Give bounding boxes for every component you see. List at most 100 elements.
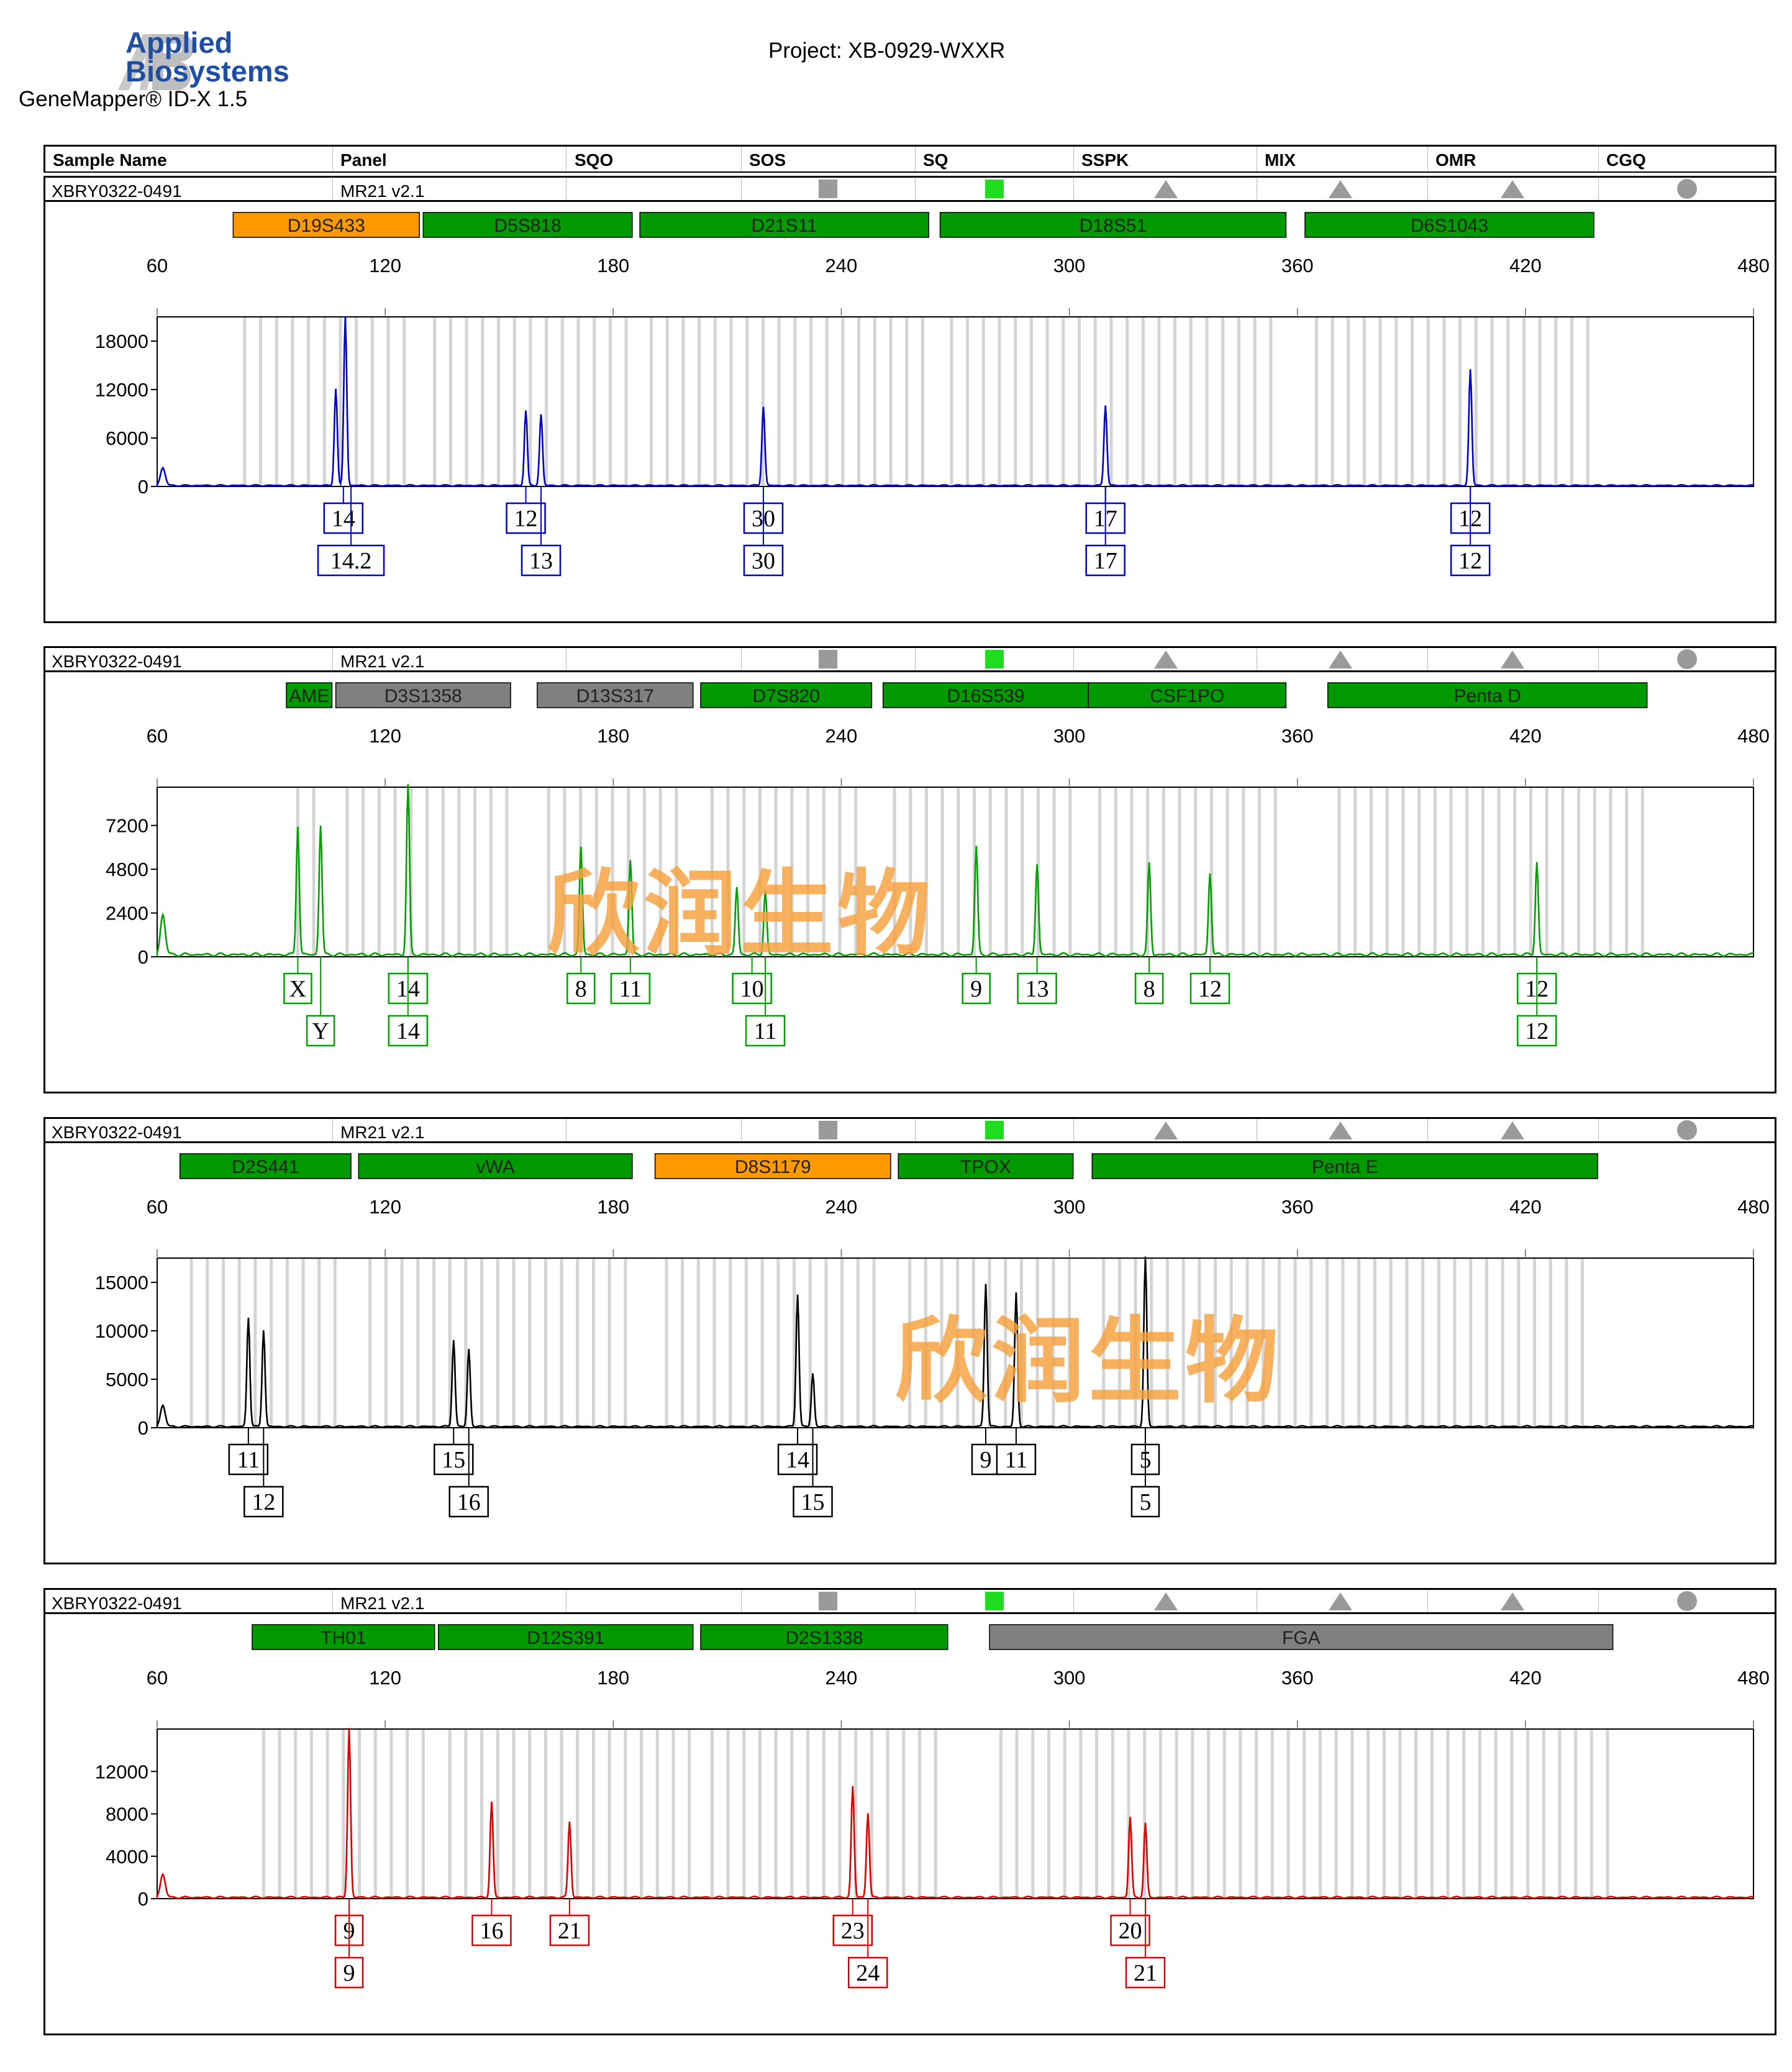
watermark-text: 欣润生物: [894, 1308, 1283, 1416]
flag-green-square-icon: [985, 180, 1004, 198]
quality-flags: [819, 649, 1697, 669]
quality-flags: [819, 1591, 1697, 1611]
allele-label: 11: [619, 976, 642, 1002]
y-tick-label: 10000: [95, 1320, 148, 1342]
signal-trace: [156, 784, 1754, 957]
col-sspk: SSPK: [1081, 150, 1129, 170]
allele-label: 12: [252, 1489, 275, 1515]
allele-box: [962, 972, 991, 1005]
x-tick-label: 240: [826, 255, 858, 276]
allele-box: [1189, 972, 1230, 1005]
allele-bin-lines: [296, 787, 1644, 957]
quality-flags: [819, 1120, 1697, 1140]
allele-box: [1134, 972, 1164, 1005]
x-tick-label: 300: [1053, 1196, 1086, 1218]
watermark-text: 欣润生物: [547, 860, 935, 969]
y-tick-label: 0: [138, 1888, 148, 1910]
locus-bar: [700, 1624, 948, 1650]
flag-gray-square-icon: [819, 650, 837, 669]
x-tick-label: 180: [597, 1667, 629, 1689]
allele-box: [283, 972, 312, 1005]
x-tick-label: 180: [597, 1196, 629, 1218]
allele-label: 14.2: [330, 548, 372, 574]
allele-box: [610, 972, 651, 1005]
locus-bar: [286, 682, 333, 708]
flag-gray-triangle-icon: [1154, 650, 1178, 669]
locus-bar: [252, 1624, 435, 1650]
allele-bin-lines: [243, 317, 1590, 486]
allele-label: 15: [442, 1447, 465, 1473]
allele-box: [996, 1443, 1037, 1476]
x-tick-label: 120: [369, 725, 401, 747]
allele-box: [334, 1956, 364, 1989]
allele-box: [243, 1486, 284, 1518]
allele-label: 12: [1198, 976, 1222, 1002]
allele-box: [506, 502, 546, 534]
x-tick-label: 480: [1737, 1667, 1770, 1689]
y-tick-label: 0: [138, 946, 148, 968]
flag-gray-triangle-icon: [1501, 1121, 1524, 1139]
x-tick-label: 180: [597, 255, 629, 276]
allele-box: [1130, 1486, 1160, 1518]
y-tick-label: 8000: [106, 1804, 148, 1825]
column-header-row: Sample Name Panel SQO SOS SQ SSPK MIX OM…: [43, 145, 1776, 173]
flag-gray-circle-icon: [1677, 1591, 1697, 1611]
flag-green-square-icon: [985, 1121, 1004, 1139]
allele-label: 10: [740, 976, 764, 1002]
sample-row: XBRY0322-0491 MR21 v2.1: [45, 1590, 1775, 1614]
locus-bar: [335, 682, 511, 708]
allele-label: 16: [457, 1489, 481, 1515]
allele-label: X: [289, 976, 306, 1002]
allele-box: [1017, 972, 1057, 1005]
locus-label: D6S1043: [1411, 216, 1488, 236]
allele-label: 12: [1525, 1018, 1549, 1044]
y-tick-label: 0: [138, 476, 148, 498]
flag-gray-triangle-icon: [1501, 180, 1524, 198]
project-title: Project: XB-0929-WXXR: [768, 39, 1006, 63]
allele-label: 12: [514, 506, 538, 532]
allele-label: 13: [1026, 976, 1049, 1002]
plot-frame: [157, 1728, 1754, 1899]
sample-name: XBRY0322-0491: [52, 181, 182, 201]
locus-label: D21S11: [752, 216, 817, 236]
y-tick-label: 4000: [106, 1846, 148, 1868]
allele-label: 9: [343, 1960, 355, 1986]
locus-label: FGA: [1282, 1628, 1321, 1648]
col-panel: Panel: [340, 150, 387, 170]
x-tick-label: 120: [369, 255, 401, 276]
col-sqo: SQO: [575, 150, 614, 170]
allele-label: 20: [1118, 1918, 1142, 1944]
x-tick-label: 360: [1281, 1667, 1314, 1689]
x-tick-label: 360: [1281, 1196, 1314, 1218]
locus-label: AME: [289, 686, 329, 706]
plot-frame: [157, 787, 1754, 957]
allele-box: [471, 1914, 512, 1946]
x-tick-label: 480: [1737, 255, 1770, 276]
locus-bar: [654, 1153, 891, 1179]
locus-label: CSF1PO: [1150, 686, 1224, 706]
flag-gray-square-icon: [819, 1121, 837, 1139]
x-tick-label: 60: [147, 255, 168, 276]
locus-bar: [232, 212, 420, 238]
y-tick-label: 12000: [95, 379, 148, 401]
x-tick-label: 60: [147, 1196, 168, 1218]
locus-bar: [882, 682, 1089, 708]
y-tick-label: 5000: [106, 1369, 148, 1390]
dye-panel-green: XBRY0322-0491 MR21 v2.1 AME D3S1358 D13S31…: [43, 646, 1776, 1093]
flag-gray-triangle-icon: [1154, 1592, 1178, 1610]
electropherogram: AME D3S1358 D13S317 D7S820 D16S539 CSF1PO Pent…: [106, 682, 1770, 1047]
allele-box: [743, 544, 784, 577]
col-cgq: CGQ: [1606, 150, 1646, 170]
allele-box: [1110, 1914, 1150, 1946]
col-sos: SOS: [749, 150, 786, 170]
allele-label: 12: [1458, 548, 1482, 574]
locus-label: D3S1358: [384, 686, 462, 706]
locus-bar: [1091, 1153, 1598, 1179]
allele-label: 9: [970, 976, 982, 1002]
allele-box: [549, 1914, 590, 1946]
locus-label: TH01: [321, 1628, 366, 1648]
dye-panel-red: XBRY0322-0491 MR21 v2.1 TH01 D12S391 D2S13…: [43, 1588, 1776, 2035]
allele-label: 13: [529, 548, 553, 574]
allele-box: [566, 972, 596, 1005]
allele-box: [323, 502, 364, 534]
